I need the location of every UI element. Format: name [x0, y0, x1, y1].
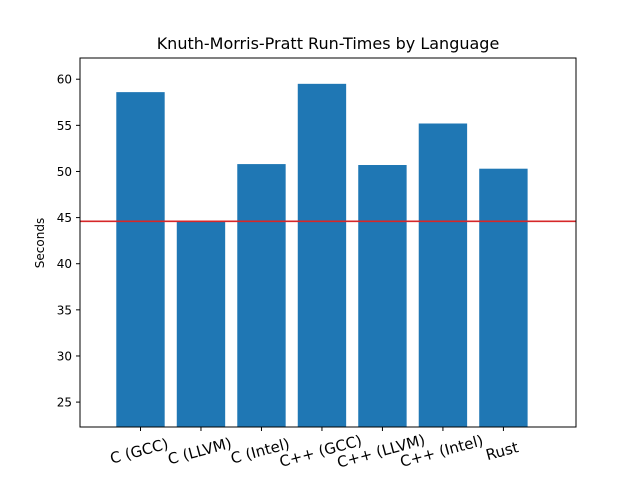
- y-tick-label: 55: [57, 119, 72, 133]
- x-tick-label: C (LLVM): [166, 434, 234, 468]
- plot-frame: [79, 57, 577, 428]
- y-tick-label: 50: [57, 165, 72, 179]
- y-axis: 25 30 35 40 45 50 55 60: [57, 73, 80, 410]
- bar-1: [176, 221, 226, 427]
- y-tick-label: 45: [57, 211, 72, 225]
- x-tick-label: C (GCC): [108, 435, 170, 468]
- bar-3: [297, 83, 347, 427]
- chart-title: Knuth-Morris-Pratt Run-Times by Language: [157, 34, 500, 53]
- y-tick-label: 40: [57, 257, 72, 271]
- x-axis: C (GCC)C (LLVM)C (Intel)C++ (GCC)C++ (LL…: [108, 427, 520, 472]
- y-tick-label: 25: [57, 396, 72, 410]
- bar-0: [116, 92, 165, 427]
- y-tick-label: 60: [57, 73, 72, 87]
- bars-layer: [116, 83, 528, 427]
- x-tick-label: Rust: [484, 438, 521, 464]
- y-tick-label: 35: [57, 303, 72, 317]
- y-tick-label: 30: [57, 349, 72, 363]
- bar-5: [418, 123, 468, 427]
- bar-4: [358, 165, 407, 427]
- bar-2: [237, 164, 286, 427]
- y-axis-label: Seconds: [33, 218, 47, 268]
- bar-6: [479, 168, 528, 427]
